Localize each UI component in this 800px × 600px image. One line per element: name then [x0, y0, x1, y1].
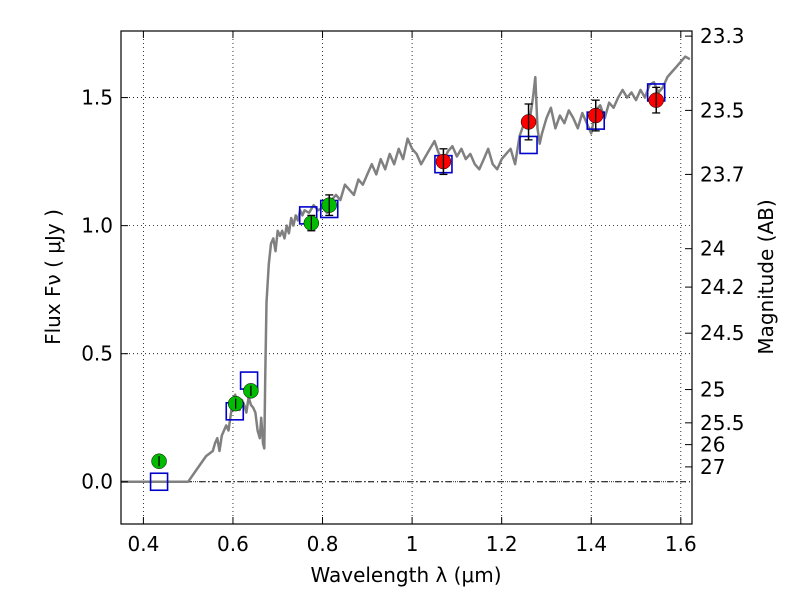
right-tick-label: 24.2 [700, 275, 745, 299]
y-tick-label: 1.5 [81, 86, 113, 110]
model-spectrum-line [121, 55, 691, 483]
x-tick-label: 0.8 [307, 532, 339, 556]
right-axis-label: Magnitude (AB) [754, 199, 778, 354]
x-tick-label: 1.4 [575, 532, 607, 556]
right-tick-label: 24 [700, 237, 725, 261]
right-tick-label: 23.5 [700, 98, 745, 122]
y-axis-label: Flux Fν ( μJy ) [41, 209, 65, 345]
x-tick-labels: 0.4 0.6 0.8 1 1.2 1.4 1.6 [127, 532, 696, 556]
y-tick-label: 0.5 [81, 342, 113, 366]
right-tick-label: 26 [700, 433, 725, 457]
y-tick-labels: 0.0 0.5 1.0 1.5 [81, 86, 113, 494]
axis-ticks [121, 31, 692, 524]
right-tick-label: 25.5 [700, 411, 745, 435]
y-tick-label: 1.0 [81, 214, 113, 238]
right-tick-label: 27 [700, 455, 725, 479]
y-tick-label: 0.0 [81, 470, 113, 494]
x-axis-label: Wavelength λ (μm) [310, 563, 501, 587]
right-tick-label: 23.7 [700, 162, 745, 186]
right-tick-label: 24.5 [700, 321, 745, 345]
x-tick-label: 0.4 [127, 532, 159, 556]
x-tick-label: 1.2 [486, 532, 518, 556]
right-tick-label: 23.3 [700, 24, 745, 48]
plot-frame [120, 30, 693, 525]
x-tick-label: 0.6 [217, 532, 249, 556]
x-tick-label: 1.6 [665, 532, 697, 556]
right-tick-label: 25 [700, 378, 725, 402]
photometry-points [151, 87, 664, 470]
model-box-marker [149, 472, 169, 492]
x-tick-label: 1 [406, 532, 419, 556]
